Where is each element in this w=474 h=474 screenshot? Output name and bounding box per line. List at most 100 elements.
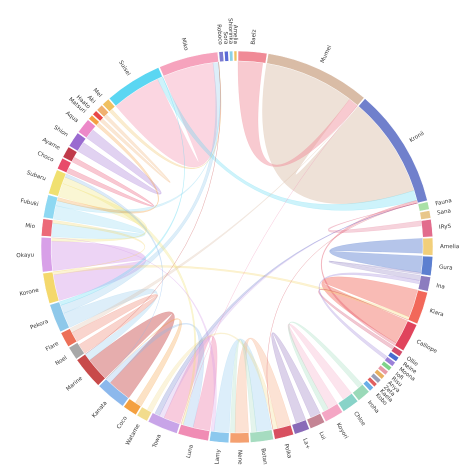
chord-ribbons <box>50 60 424 434</box>
node-label-amelia: Amelia <box>440 244 459 250</box>
node-arc-koyori <box>320 403 343 423</box>
node-label-shiorinka: Shiorinka <box>227 18 234 44</box>
node-label-sora: Sora <box>222 31 229 44</box>
node-arc-botan <box>249 429 274 443</box>
node-arc-watame <box>136 406 152 422</box>
node-label-korone: Korone <box>19 288 40 298</box>
node-label-botan: Botan <box>260 448 268 466</box>
node-label-okayu: Okayu <box>16 252 35 259</box>
chord-ribbon-33 <box>328 202 423 233</box>
chord-ribbon-44 <box>318 288 409 350</box>
node-label-lui: Lui <box>317 431 326 441</box>
node-arc-matsuri <box>88 114 100 126</box>
node-label-gura: Gura <box>439 264 453 271</box>
node-label-mumei: Mumei <box>320 44 334 64</box>
node-arc-choco <box>57 157 72 173</box>
node-arc-kiara <box>407 289 428 325</box>
node-arc-shion <box>68 132 87 152</box>
node-label-aqua: Aqua <box>64 111 79 125</box>
node-arc-ayame <box>62 146 78 163</box>
node-arc-fauna <box>417 201 430 212</box>
node-label-iroha: Iroha <box>366 400 380 415</box>
node-arc-anya <box>374 368 386 380</box>
node-label-fubuki: Fubuki <box>20 198 40 208</box>
node-label-marine: Marine <box>65 375 84 392</box>
node-arc-chloe <box>337 393 359 412</box>
chord-ribbon-28 <box>55 61 221 214</box>
node-arc-irys <box>420 219 433 238</box>
node-label-ina: Ina <box>436 283 446 291</box>
node-arc-aki <box>96 104 109 118</box>
node-arc-kanata <box>98 378 129 407</box>
node-label-sana: Sana <box>437 208 452 216</box>
node-label-watame: Watame <box>125 423 142 447</box>
node-arc-towa <box>147 412 181 434</box>
node-arc-iofi <box>380 360 393 372</box>
node-label-luna: Luna <box>186 444 195 459</box>
node-arc-polka <box>272 424 294 440</box>
node-arc-kronii <box>358 98 428 204</box>
node-arc-la- <box>291 419 310 435</box>
node-arc-iroha <box>352 384 370 401</box>
node-label-subaru: Subaru <box>26 170 47 182</box>
node-arc-noel <box>68 342 85 360</box>
node-arc-korone <box>42 271 60 304</box>
node-arc-kaela <box>367 376 378 388</box>
node-label-shion: Shion <box>52 125 69 139</box>
node-label-coco: Coco <box>116 415 129 430</box>
node-label-la-: La+ <box>301 438 310 451</box>
node-arc-gura <box>420 255 434 277</box>
node-label-kronii: Kronii <box>409 130 426 144</box>
node-arc-ollie <box>390 346 404 357</box>
node-arc-kobo <box>362 380 374 392</box>
node-arc-miko <box>159 51 219 77</box>
node-arc-pekora <box>49 301 70 333</box>
node-arc-calliope <box>394 320 418 352</box>
node-arc-luna <box>177 424 210 442</box>
node-arc-marine <box>76 353 106 386</box>
node-arcs <box>40 50 434 444</box>
node-arc-mumei <box>266 53 365 106</box>
node-label-towa: Towa <box>152 434 163 450</box>
node-arc-sora <box>224 50 229 62</box>
node-label-aki: Aki <box>86 95 97 106</box>
node-arc-coco <box>123 398 142 416</box>
node-arc-reine <box>387 351 400 362</box>
node-label-mel: Mel <box>92 88 103 100</box>
node-arc-nene <box>229 432 250 444</box>
node-label-chloe: Chloe <box>352 411 366 428</box>
node-label-iofi: Iofi <box>394 371 404 381</box>
node-label-nene: Nene <box>236 450 242 465</box>
chord-ribbon-22 <box>159 202 418 419</box>
node-label-noel: Noel <box>55 355 69 367</box>
node-arc-haato <box>92 110 104 122</box>
node-arc-roboco <box>218 51 225 63</box>
node-label-mio: Mio <box>25 223 36 230</box>
node-label-roboco: Roboco <box>215 24 223 46</box>
node-label-suisei: Suisei <box>117 60 131 78</box>
node-arc-sana <box>419 210 432 220</box>
node-arc-amelia <box>422 237 434 256</box>
node-label-irys: IRyS <box>439 224 452 231</box>
node-label-choco: Choco <box>36 151 55 164</box>
node-label-ayame: Ayame <box>41 137 61 152</box>
node-arc-suisei <box>108 67 163 107</box>
node-arc-ina <box>417 275 431 292</box>
node-label-amelia: Amelia <box>232 25 238 44</box>
node-label-koyori: Koyori <box>335 422 349 440</box>
chord-ribbon-37 <box>109 61 222 169</box>
node-label-polka: Polka <box>283 443 292 459</box>
node-label-fauna: Fauna <box>435 198 453 207</box>
node-arc-mel <box>102 98 116 112</box>
node-label-kanata: Kanata <box>91 400 108 419</box>
node-arc-shiorinka <box>229 50 234 62</box>
node-arc-baelz <box>237 50 268 64</box>
node-arc-lui <box>306 412 326 430</box>
node-label-baelz: Baelz <box>251 29 258 45</box>
chord-ribbon-25 <box>105 318 182 407</box>
chord-ribbon-1 <box>115 62 218 168</box>
node-arc-moona <box>384 356 396 367</box>
node-label-pekora: Pekora <box>30 319 50 331</box>
